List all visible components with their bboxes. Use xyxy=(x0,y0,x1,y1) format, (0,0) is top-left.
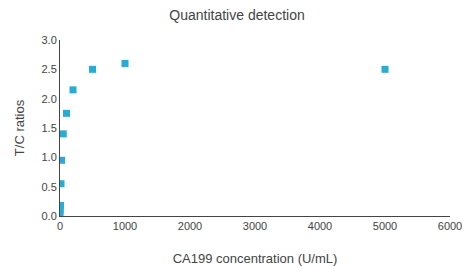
svg-text:Quantitative detection: Quantitative detection xyxy=(169,7,304,23)
svg-text:0: 0 xyxy=(57,220,63,232)
svg-text:1.5: 1.5 xyxy=(42,122,57,134)
svg-text:0.0: 0.0 xyxy=(42,210,57,222)
svg-text:0.5: 0.5 xyxy=(42,181,57,193)
svg-text:3000: 3000 xyxy=(243,220,267,232)
svg-text:6000: 6000 xyxy=(438,220,462,232)
svg-text:3.0: 3.0 xyxy=(42,34,57,46)
svg-text:4000: 4000 xyxy=(308,220,332,232)
svg-text:1000: 1000 xyxy=(113,220,137,232)
svg-text:T/C ratios: T/C ratios xyxy=(12,99,27,156)
svg-text:5000: 5000 xyxy=(373,220,397,232)
svg-text:CA199 concentration (U/mL): CA199 concentration (U/mL) xyxy=(173,251,338,266)
svg-text:1.0: 1.0 xyxy=(42,151,57,163)
svg-text:2.0: 2.0 xyxy=(42,93,57,105)
svg-text:2.5: 2.5 xyxy=(42,63,57,75)
svg-text:2000: 2000 xyxy=(178,220,202,232)
